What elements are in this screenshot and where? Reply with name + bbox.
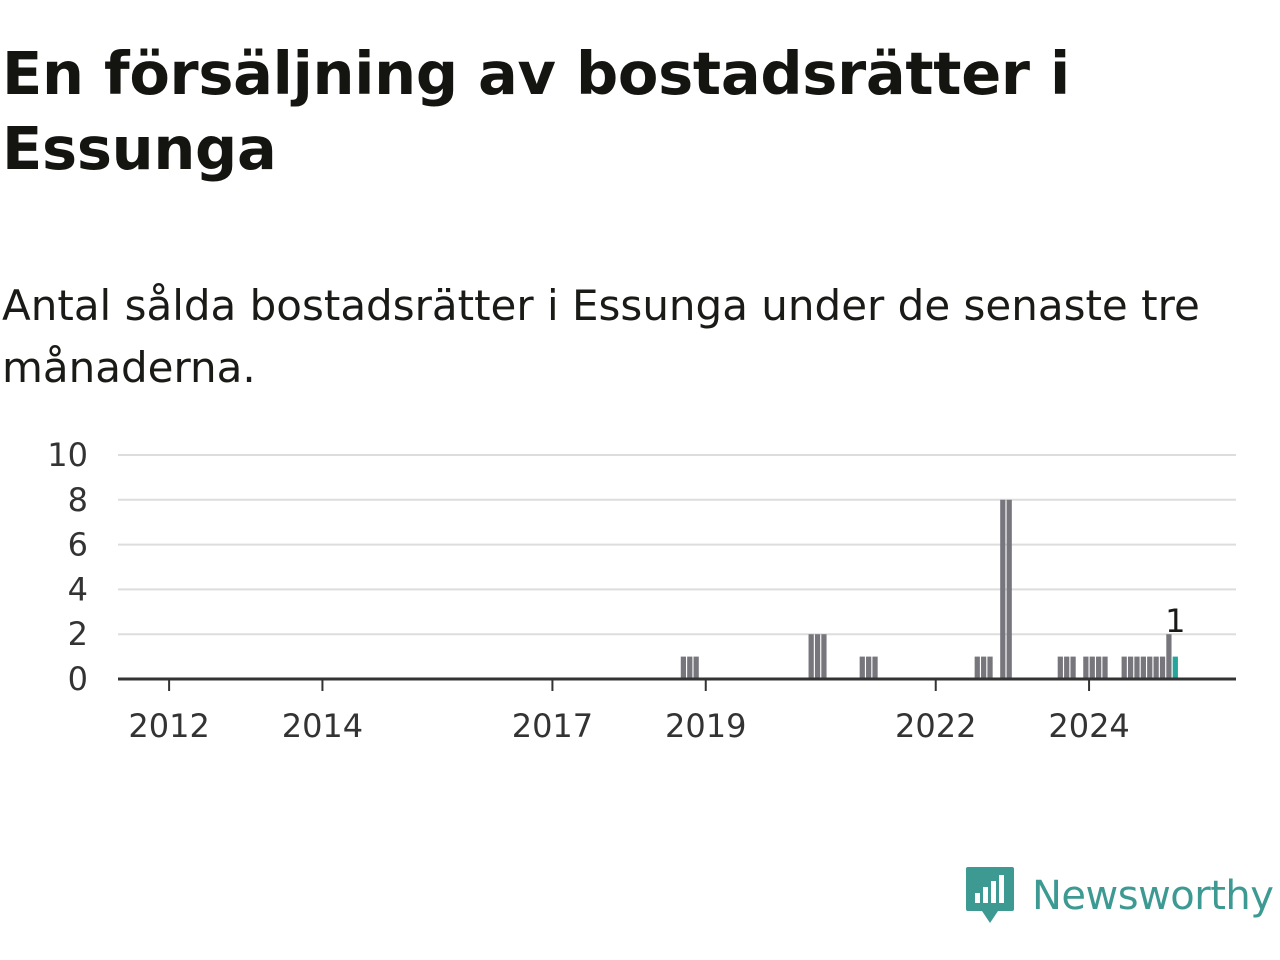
bar — [1121, 656, 1127, 679]
brand-logo[interactable]: Newsworthy — [964, 864, 1274, 928]
bar — [1057, 656, 1063, 679]
bar — [1147, 656, 1153, 679]
page-title: En försäljning av bostadsrätter i Essung… — [2, 39, 1070, 183]
bar — [1159, 656, 1166, 679]
bar — [808, 634, 814, 679]
newsworthy-logo-icon — [966, 867, 1014, 923]
y-tick-label: 6 — [68, 526, 88, 564]
y-tick-label: 10 — [47, 436, 88, 474]
y-tick-label: 8 — [68, 481, 88, 519]
data-label-latest: 1 — [1165, 602, 1185, 640]
bar — [1083, 656, 1089, 679]
bar — [1089, 656, 1095, 679]
bar — [1070, 656, 1076, 679]
bar — [693, 656, 699, 679]
x-tick-label: 2019 — [665, 707, 746, 745]
bar — [866, 656, 872, 679]
chart-subtitle: Antal sålda bostadsrätter i Essunga unde… — [2, 281, 1200, 392]
bar — [981, 656, 987, 679]
x-tick-label: 2022 — [895, 707, 976, 745]
bar — [814, 634, 821, 679]
x-tick-label: 2014 — [282, 707, 363, 745]
bar — [1000, 499, 1006, 679]
bar — [1102, 656, 1108, 679]
x-tick-label: 2017 — [512, 707, 593, 745]
y-tick-label: 4 — [68, 570, 88, 608]
bar — [821, 634, 827, 679]
bar — [1166, 634, 1172, 679]
bar — [1127, 656, 1134, 679]
bar — [1096, 656, 1102, 679]
bar — [974, 656, 980, 679]
brand-name: Newsworthy — [1032, 873, 1274, 919]
bar — [872, 656, 878, 679]
x-tick-label: 2024 — [1048, 707, 1129, 745]
bar-chart: 0 2 4 6 8 10 2012 2014 2017 2019 2022 2024 1 — [47, 436, 1236, 745]
bar — [1006, 499, 1012, 679]
bar — [687, 656, 693, 679]
bar — [859, 656, 865, 679]
bar — [1153, 656, 1159, 679]
y-tick-label: 2 — [68, 615, 88, 653]
bar — [680, 656, 687, 679]
bar — [1140, 656, 1146, 679]
bar-highlight — [1172, 656, 1178, 679]
x-tick-label: 2012 — [128, 707, 209, 745]
bar — [1064, 656, 1070, 679]
bar — [987, 656, 993, 679]
bar — [1134, 656, 1140, 679]
y-tick-label: 0 — [68, 660, 88, 698]
